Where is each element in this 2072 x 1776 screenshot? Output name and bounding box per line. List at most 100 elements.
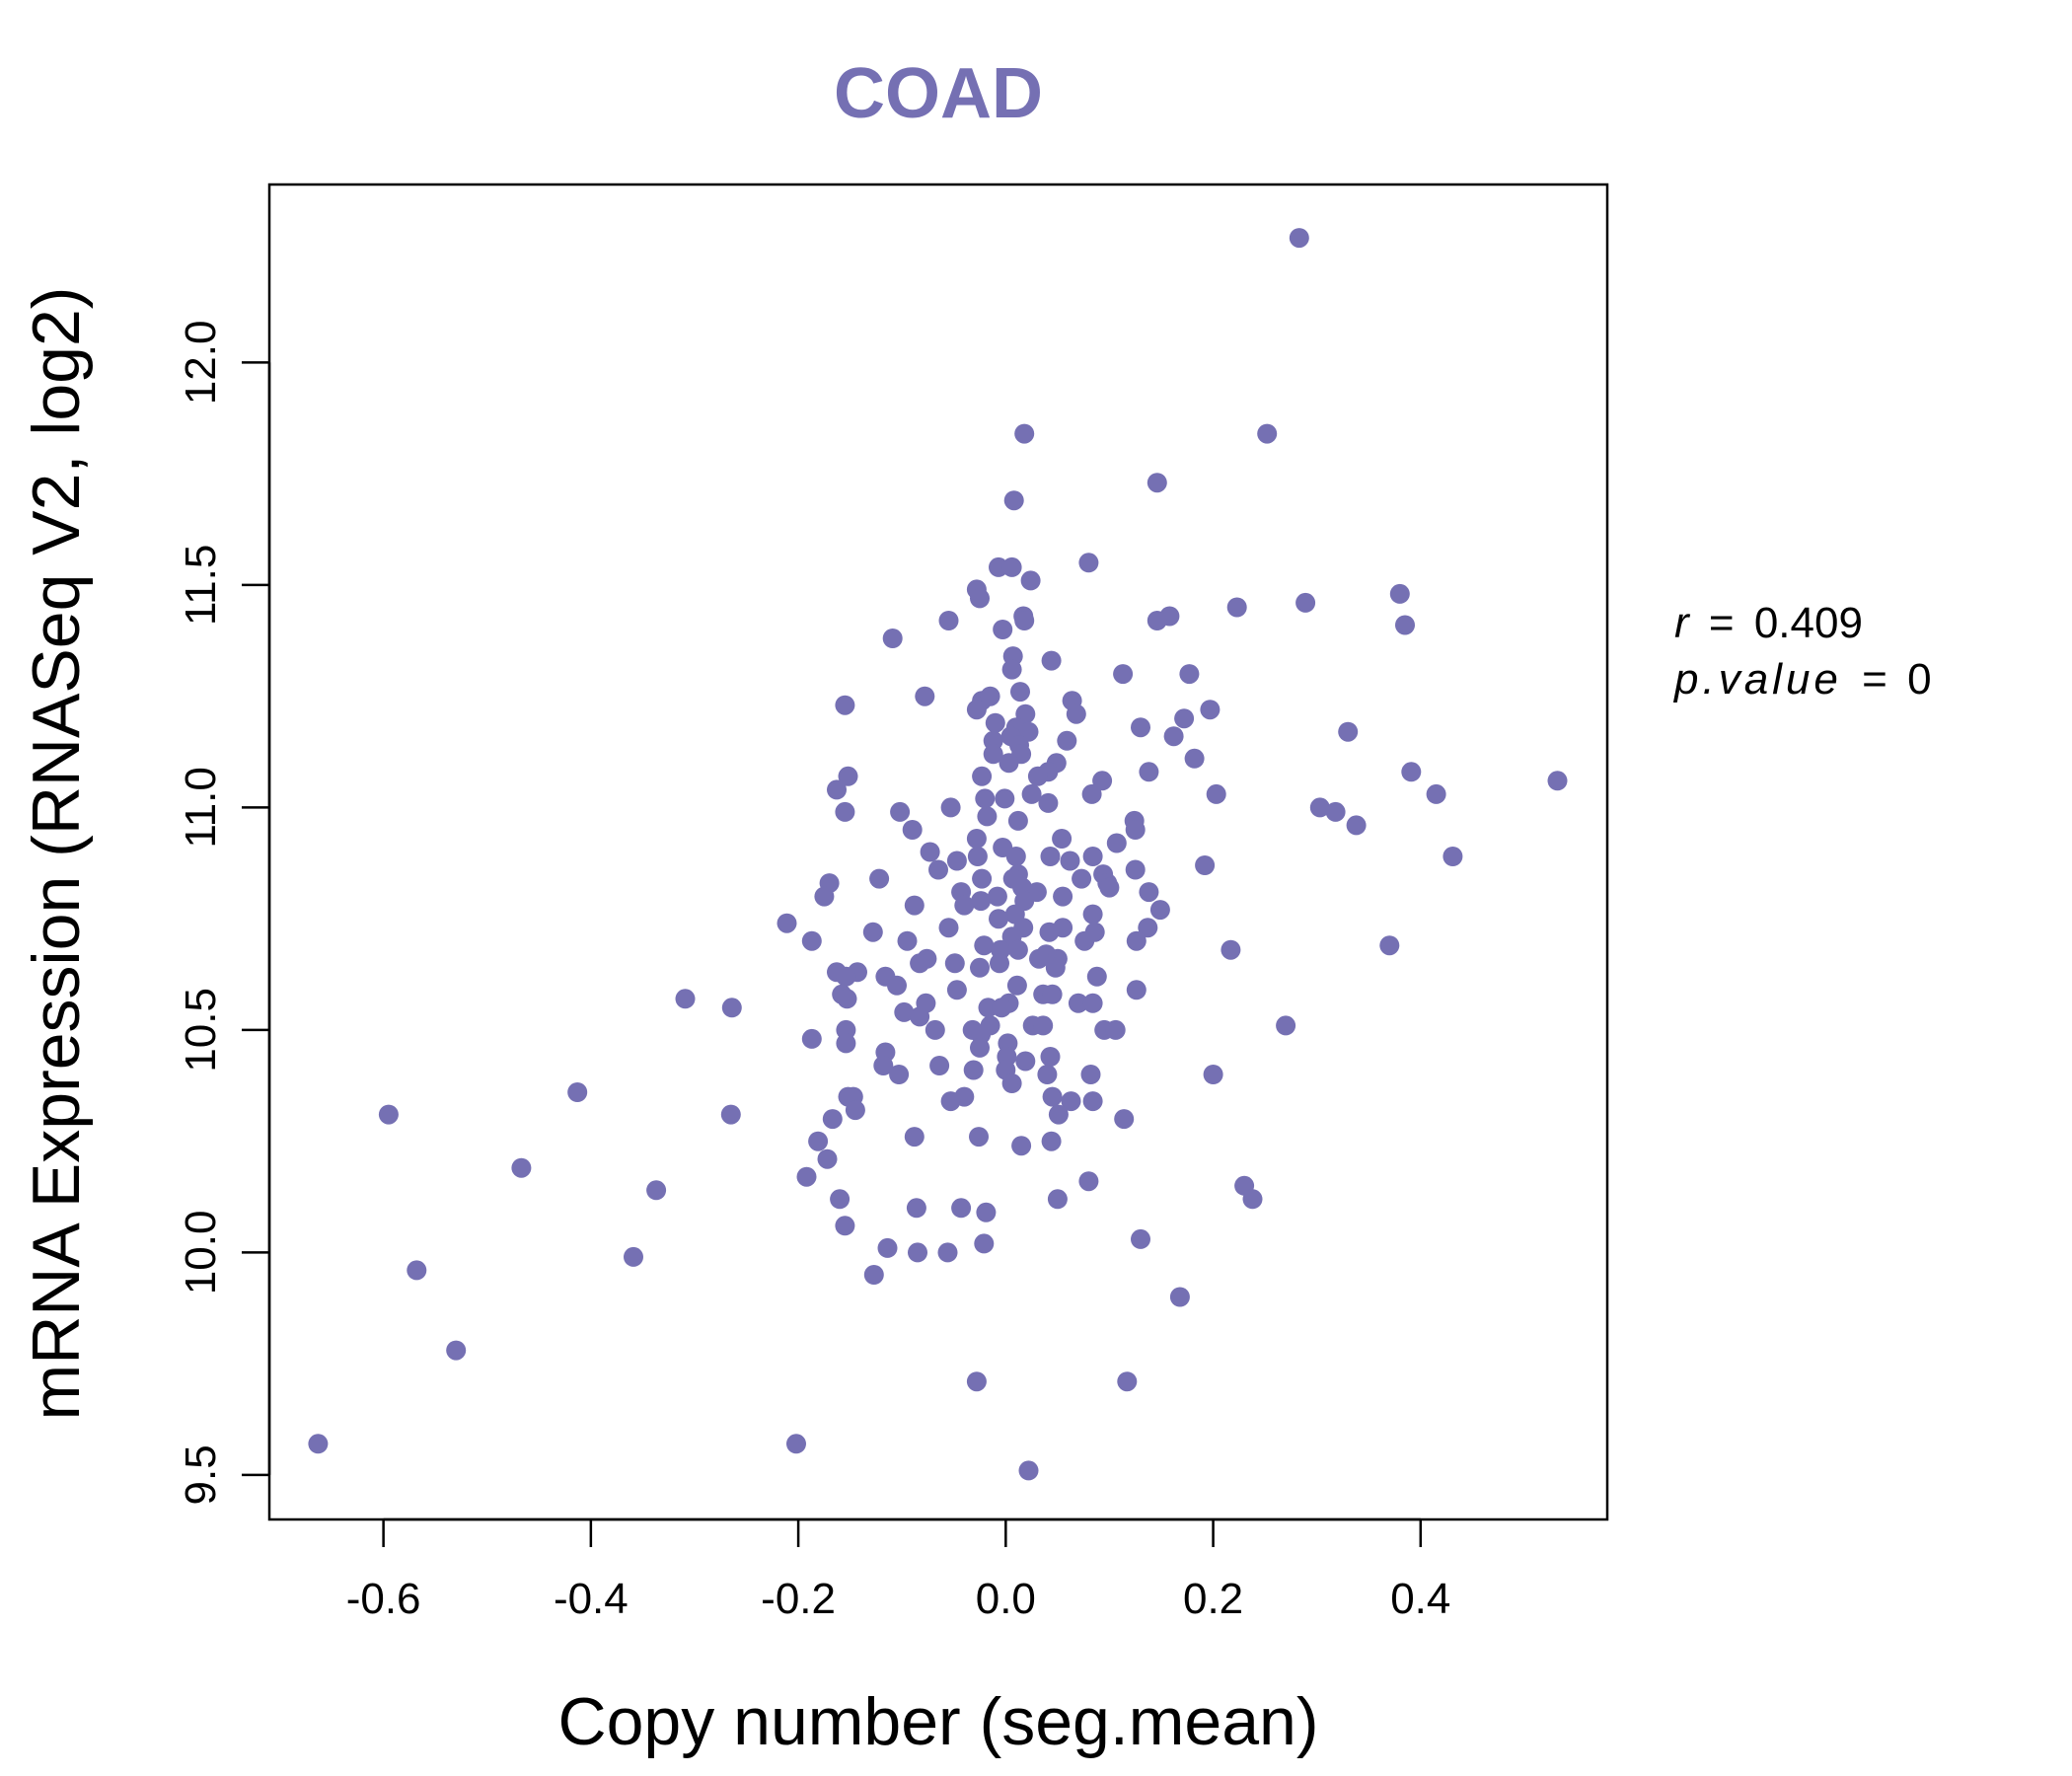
data-point (944, 953, 965, 974)
data-point (1082, 847, 1103, 866)
data-point (975, 788, 996, 809)
data-point (971, 891, 992, 912)
data-point (801, 930, 822, 951)
data-point (1126, 930, 1147, 951)
data-point (1257, 423, 1278, 444)
data-point (940, 1091, 961, 1112)
y-tick-label: 10.0 (177, 1211, 225, 1295)
y-tick-label: 11.5 (177, 545, 225, 626)
data-point (974, 1233, 995, 1254)
data-point (837, 989, 857, 1009)
data-point (995, 788, 1015, 809)
data-point (1006, 975, 1027, 996)
data-point (904, 1127, 925, 1147)
data-point (1078, 1171, 1099, 1192)
data-point (1029, 948, 1049, 969)
y-tick-label: 12.0 (177, 321, 225, 406)
data-point (993, 620, 1013, 639)
data-point (1045, 957, 1066, 978)
x-tick-label: -0.2 (761, 1575, 836, 1623)
data-point (1443, 847, 1463, 866)
data-point (830, 1189, 851, 1210)
data-point (1114, 1109, 1135, 1130)
data-point (1007, 939, 1028, 960)
data-point (1125, 820, 1146, 840)
data-point (1082, 904, 1103, 925)
data-point (1138, 918, 1158, 938)
data-point (835, 801, 855, 822)
data-point (1041, 1131, 1062, 1151)
data-point (1020, 570, 1041, 591)
y-tick-label: 10.5 (177, 988, 225, 1073)
data-point (675, 989, 696, 1009)
data-point (1147, 473, 1167, 493)
data-point (1147, 611, 1167, 630)
data-point (972, 868, 993, 889)
x-tick-label: -0.4 (554, 1575, 629, 1623)
data-point (1169, 1287, 1190, 1307)
data-point (992, 998, 1012, 1018)
data-point (1139, 882, 1159, 903)
data-point (1346, 815, 1367, 836)
data-point (1092, 771, 1113, 791)
data-point (1074, 930, 1095, 951)
data-point (987, 886, 1007, 907)
r-value: 0.409 (1754, 599, 1863, 647)
y-tick-label: 11.0 (177, 767, 225, 848)
data-point (882, 629, 903, 648)
data-point (946, 980, 967, 1000)
data-point (974, 935, 995, 956)
data-point (1061, 1091, 1081, 1112)
data-point (910, 953, 930, 974)
data-point (1053, 886, 1073, 907)
data-point (904, 895, 925, 916)
data-point (925, 1019, 945, 1040)
data-point (1163, 726, 1184, 747)
data-point (1126, 980, 1147, 1000)
data-point (1014, 611, 1035, 630)
data-point (1174, 708, 1195, 729)
data-point (1001, 556, 1022, 577)
data-point (915, 686, 935, 706)
data-point (1125, 859, 1146, 880)
x-axis: -0.6 -0.4 -0.2 0.0 0.2 0.4 (346, 1517, 1450, 1623)
data-point (1060, 851, 1080, 871)
data-point (378, 1104, 399, 1125)
data-point (446, 1340, 467, 1361)
data-point (1007, 810, 1028, 831)
data-point (1038, 792, 1059, 813)
data-point (1001, 1073, 1022, 1093)
data-point (796, 1166, 817, 1187)
data-point (966, 1371, 987, 1392)
data-point (1010, 682, 1030, 703)
data-point (890, 801, 911, 822)
data-point (801, 1028, 822, 1049)
correlation-annotation: r = 0.409 p.value = 0 (1672, 599, 1932, 703)
y-axis: 9.5 10.0 10.5 11.0 11.5 12.0 (177, 321, 271, 1505)
y-axis-label: mRNA Expression (RNASeq V2, log2) (19, 287, 94, 1421)
r-equals: = (1709, 599, 1735, 647)
data-point (1547, 771, 1568, 791)
data-point (407, 1260, 427, 1281)
data-point (1113, 664, 1134, 685)
data-point (1047, 1189, 1068, 1210)
data-point (951, 1198, 972, 1219)
data-point (1057, 730, 1077, 751)
data-point (1011, 1136, 1032, 1156)
data-point (889, 1065, 910, 1084)
data-point (720, 1104, 741, 1125)
data-point (1401, 762, 1422, 782)
data-point (1426, 783, 1446, 804)
data-point (1040, 1047, 1061, 1067)
data-point (1033, 1015, 1054, 1036)
data-point (1042, 984, 1063, 1004)
data-point (1242, 1189, 1263, 1210)
data-point (1078, 553, 1099, 573)
data-point (817, 1148, 838, 1169)
data-point (1027, 766, 1048, 786)
data-point (863, 1265, 884, 1285)
data-point (1003, 490, 1024, 511)
data-point (1048, 1104, 1069, 1125)
data-point (308, 1434, 329, 1454)
